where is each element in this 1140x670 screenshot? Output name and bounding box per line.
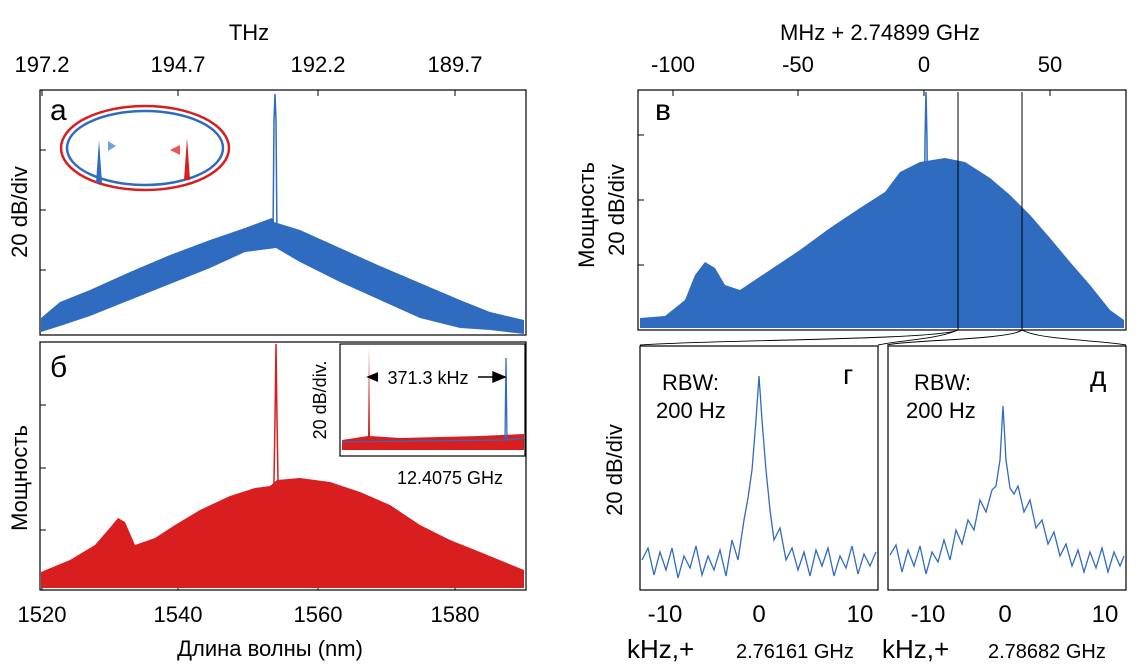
panel-g-rbw-value: 200 Hz [656, 398, 726, 423]
spectrum-a-band [41, 218, 524, 334]
zoom-connector [639, 329, 1127, 346]
panel-d-rbw-label: RBW: [914, 370, 971, 395]
panel-d-letter: д [1090, 361, 1106, 392]
right-shared-ylabel: 20 dB/div [602, 424, 627, 516]
right-top-tick: 0 [918, 52, 930, 77]
panel-v-letter: в [655, 94, 671, 127]
spectrum-b-band [41, 478, 524, 588]
right-top-axis-title: MHz + 2.74899 GHz [780, 20, 980, 45]
panel-g-tick: -10 [648, 601, 683, 628]
panel-b: б Мощность 371.3 kHz 20 dB/div. 12.4075 … [7, 341, 527, 591]
panel-d-tick: 10 [1092, 601, 1119, 628]
left-top-tick: 194.7 [150, 52, 205, 77]
panel-v-ylabel-1: Мощность [574, 162, 599, 268]
panel-a: а 20 dB/div [7, 89, 527, 336]
right-top-tick: -50 [782, 52, 814, 77]
inset-span-label: 371.3 kHz [387, 368, 468, 388]
left-top-tick: 189.7 [427, 52, 482, 77]
left-top-tick: 197.2 [14, 52, 69, 77]
left-top-tick: 192.2 [290, 52, 345, 77]
inset-xlabel: 12.4075 GHz [397, 468, 503, 488]
left-bottom-tick: 1540 [154, 602, 203, 627]
panel-b-inset: 371.3 kHz 20 dB/div. 12.4075 GHz [310, 343, 526, 488]
panel-a-ylabel: 20 dB/div [7, 166, 32, 258]
spectrum-v-spur [923, 91, 929, 301]
left-bottom-axis-title: Длина волны (nm) [177, 636, 363, 661]
panel-v: в Мощность 20 dB/div [574, 89, 1127, 331]
panel-g-tick: 0 [752, 601, 765, 628]
ring-inset [59, 104, 231, 192]
spectrum-b-line [272, 343, 280, 541]
spectrum-d [889, 405, 1125, 575]
inset-ylabel: 20 dB/div. [310, 361, 330, 440]
panel-v-ylabel-2: 20 dB/div [604, 164, 629, 256]
panel-b-ylabel: Мощность [7, 425, 32, 531]
spectrum-v-band [640, 158, 1124, 328]
panel-d-rbw-value: 200 Hz [906, 398, 976, 423]
spectrum-g [641, 375, 877, 579]
panel-d: RBW: 200 Hz д [887, 345, 1127, 591]
spectrum-a-line [272, 93, 278, 239]
panel-g-xlabel-unit: kHz,+ [627, 634, 694, 664]
panel-d-xlabel-offset: 2.78682 GHz [988, 641, 1106, 663]
panel-b-letter: б [50, 351, 67, 384]
right-top-tick: 50 [1038, 52, 1062, 77]
panel-g-xlabel-offset: 2.76161 GHz [736, 641, 854, 663]
right-top-tick: -100 [651, 52, 695, 77]
panel-g-tick: 10 [847, 601, 874, 628]
panel-d-tick: -10 [911, 601, 946, 628]
left-bottom-tick: 1520 [18, 602, 67, 627]
left-top-axis-title: THz [229, 20, 269, 45]
panel-g: RBW: 200 Hz г [639, 345, 879, 591]
panel-g-rbw-label: RBW: [662, 370, 719, 395]
panel-a-letter: а [50, 94, 67, 127]
panel-d-xlabel-unit: kHz,+ [882, 634, 949, 664]
panel-d-tick: 0 [998, 601, 1011, 628]
left-bottom-tick: 1580 [431, 602, 480, 627]
panel-g-letter: г [843, 359, 853, 390]
left-bottom-tick: 1560 [294, 602, 343, 627]
